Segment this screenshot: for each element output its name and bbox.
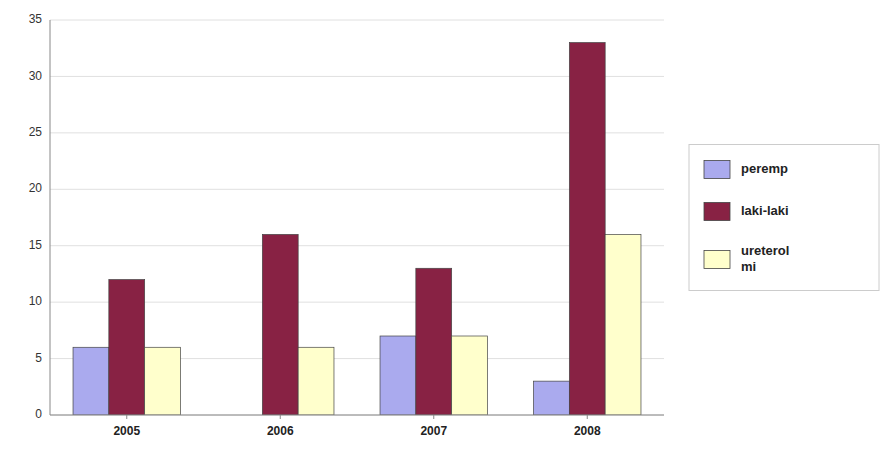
bars [73, 43, 641, 415]
bar [380, 336, 416, 415]
series [109, 43, 605, 415]
x-tick [126, 415, 127, 419]
bar [73, 347, 109, 415]
y-tick-label: 20 [29, 181, 43, 195]
chart: 0 5 10 15 20 25 30 35 2005 2006 2007 2008 peremp laki… [0, 0, 894, 455]
x-tick [587, 415, 588, 419]
x-tick [433, 415, 434, 419]
x-axis-line [50, 415, 664, 416]
grid [50, 20, 664, 415]
legend-box [689, 145, 879, 291]
x-tick-label: 2008 [574, 424, 601, 438]
y-tick-label: 10 [29, 294, 43, 308]
y-tick-label: 30 [29, 69, 43, 83]
bar [416, 268, 452, 415]
y-tick-label: 0 [35, 407, 42, 421]
grid-line [50, 415, 664, 416]
x-tick [280, 415, 281, 419]
legend-swatch [704, 203, 730, 221]
bar [145, 347, 181, 415]
legend-label: peremp [741, 161, 788, 176]
legend: peremp laki-laki ureterolmi [689, 145, 879, 291]
y-tick-label: 15 [29, 238, 43, 252]
legend-swatch [704, 251, 730, 269]
chart-container: 0 5 10 15 20 25 30 35 2005 2006 2007 2008 peremp laki… [0, 0, 894, 455]
bar [605, 234, 641, 415]
legend-swatch [704, 161, 730, 179]
y-tick-label: 35 [29, 12, 43, 26]
bar [452, 336, 488, 415]
bar [569, 43, 605, 415]
legend-label: ureterolmi [741, 243, 789, 274]
page: {"chart_data": {"type": "bar", "categori… [0, 0, 894, 455]
x-tick-label: 2006 [267, 424, 294, 438]
x-axis: 2005 2006 2007 2008 [50, 415, 664, 438]
y-tick-label: 5 [35, 351, 42, 365]
y-axis: 0 5 10 15 20 25 30 35 [29, 12, 50, 421]
bar [109, 280, 145, 415]
bar [298, 347, 334, 415]
bar [534, 381, 570, 415]
legend-label: laki-laki [741, 203, 789, 218]
y-tick-label: 25 [29, 125, 43, 139]
x-tick-label: 2007 [420, 424, 447, 438]
series [73, 336, 569, 415]
x-tick-label: 2005 [113, 424, 140, 438]
series [145, 234, 641, 415]
y-axis-line [50, 20, 51, 415]
bar [262, 234, 298, 415]
grid-line [50, 20, 664, 21]
